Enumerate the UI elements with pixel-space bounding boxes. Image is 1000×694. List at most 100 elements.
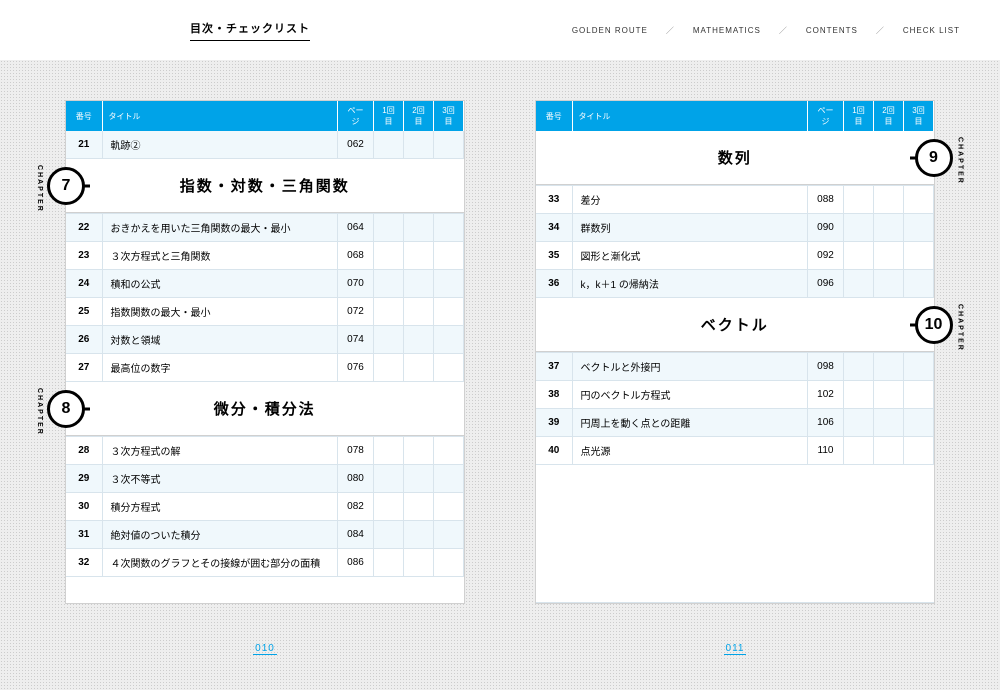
check-1[interactable] (374, 549, 404, 577)
spread: 番号 タイトル ページ 1回目 2回目 3回目 21 軌跡② 062 指数・対数… (0, 60, 1000, 624)
check-3[interactable] (434, 326, 464, 354)
col-c1: 1回目 (374, 101, 404, 131)
chapter-badge: 9 (915, 139, 953, 177)
check-3[interactable] (434, 242, 464, 270)
col-num: 番号 (66, 101, 102, 131)
check-2[interactable] (404, 326, 434, 354)
check-2[interactable] (874, 242, 904, 270)
row-page: 062 (338, 131, 374, 159)
check-3[interactable] (434, 521, 464, 549)
table-row: 40 点光源 110 (536, 437, 934, 465)
check-1[interactable] (374, 493, 404, 521)
check-1[interactable] (374, 298, 404, 326)
filler (536, 465, 934, 603)
table-row: 27 最高位の数字 076 (66, 354, 464, 382)
check-2[interactable] (404, 465, 434, 493)
row-num: 26 (66, 326, 102, 354)
check-1[interactable] (374, 465, 404, 493)
check-1[interactable] (844, 270, 874, 298)
check-1[interactable] (374, 326, 404, 354)
check-2[interactable] (404, 214, 434, 242)
row-page: 090 (808, 214, 844, 242)
check-2[interactable] (404, 131, 434, 159)
check-1[interactable] (844, 437, 874, 465)
check-1[interactable] (374, 521, 404, 549)
check-2[interactable] (874, 353, 904, 381)
row-num: 30 (66, 493, 102, 521)
check-1[interactable] (374, 131, 404, 159)
check-3[interactable] (434, 354, 464, 382)
check-2[interactable] (404, 270, 434, 298)
check-3[interactable] (434, 437, 464, 465)
check-1[interactable] (374, 270, 404, 298)
check-3[interactable] (904, 214, 934, 242)
check-2[interactable] (874, 409, 904, 437)
check-1[interactable] (374, 214, 404, 242)
chapter-vertical-label: CHAPTER (957, 137, 964, 185)
check-3[interactable] (904, 186, 934, 214)
check-3[interactable] (904, 270, 934, 298)
check-3[interactable] (434, 214, 464, 242)
col-c2: 2回目 (874, 101, 904, 131)
check-2[interactable] (404, 242, 434, 270)
row-num: 40 (536, 437, 572, 465)
check-3[interactable] (434, 465, 464, 493)
check-1[interactable] (374, 437, 404, 465)
check-2[interactable] (404, 437, 434, 465)
row-page: 068 (338, 242, 374, 270)
check-2[interactable] (404, 298, 434, 326)
check-1[interactable] (844, 242, 874, 270)
nav-item[interactable]: CONTENTS (806, 26, 858, 35)
row-num: 34 (536, 214, 572, 242)
check-3[interactable] (434, 549, 464, 577)
check-3[interactable] (904, 353, 934, 381)
row-title: 最高位の数字 (102, 354, 338, 382)
table-row: 33 差分 088 (536, 186, 934, 214)
check-1[interactable] (844, 353, 874, 381)
col-title: タイトル (572, 101, 808, 131)
check-3[interactable] (434, 298, 464, 326)
check-1[interactable] (374, 354, 404, 382)
check-2[interactable] (874, 214, 904, 242)
row-num: 32 (66, 549, 102, 577)
row-title: 積分方程式 (102, 493, 338, 521)
row-page: 098 (808, 353, 844, 381)
check-1[interactable] (844, 381, 874, 409)
check-2[interactable] (404, 549, 434, 577)
check-2[interactable] (404, 493, 434, 521)
check-3[interactable] (904, 381, 934, 409)
nav-item[interactable]: MATHEMATICS (693, 26, 761, 35)
col-c3: 3回目 (904, 101, 934, 131)
col-c3: 3回目 (434, 101, 464, 131)
check-3[interactable] (904, 437, 934, 465)
check-1[interactable] (844, 214, 874, 242)
chapter-vertical-label: CHAPTER (957, 304, 964, 352)
check-1[interactable] (844, 409, 874, 437)
check-3[interactable] (904, 409, 934, 437)
check-3[interactable] (434, 493, 464, 521)
check-3[interactable] (434, 270, 464, 298)
check-1[interactable] (374, 242, 404, 270)
nav-item[interactable]: CHECK LIST (903, 26, 960, 35)
check-2[interactable] (874, 186, 904, 214)
row-num: 38 (536, 381, 572, 409)
check-3[interactable] (904, 242, 934, 270)
table-row: 23 ３次方程式と三角関数 068 (66, 242, 464, 270)
row-page: 088 (808, 186, 844, 214)
page-number-left: 010 (65, 624, 465, 670)
nav-separator: ／ (666, 25, 675, 36)
check-2[interactable] (404, 354, 434, 382)
row-title: ４次関数のグラフとその接線が囲む部分の面積 (102, 549, 338, 577)
check-2[interactable] (874, 437, 904, 465)
row-page: 096 (808, 270, 844, 298)
check-1[interactable] (844, 186, 874, 214)
check-2[interactable] (404, 521, 434, 549)
row-title: 点光源 (572, 437, 808, 465)
row-num: 22 (66, 214, 102, 242)
nav-item[interactable]: GOLDEN ROUTE (572, 26, 648, 35)
chapter-header: ベクトル10CHAPTER (536, 298, 934, 353)
check-3[interactable] (434, 131, 464, 159)
check-2[interactable] (874, 381, 904, 409)
check-2[interactable] (874, 270, 904, 298)
row-num: 29 (66, 465, 102, 493)
